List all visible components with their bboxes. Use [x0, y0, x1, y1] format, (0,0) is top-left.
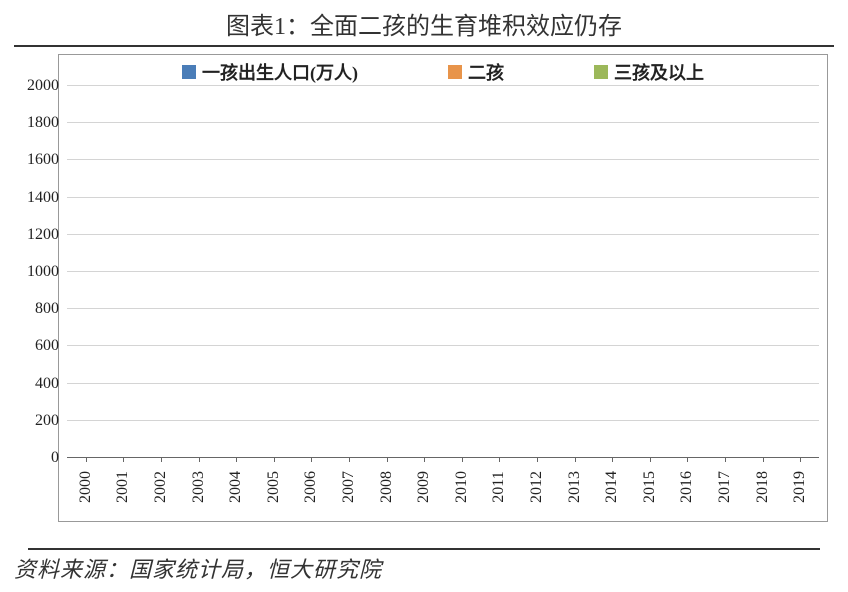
x-tick-label: 2004 [227, 471, 245, 503]
y-tick-label: 2000 [27, 77, 67, 95]
grid-line: 1400 [67, 197, 819, 198]
x-tick-label: 2014 [603, 471, 621, 503]
grid-line: 1000 [67, 271, 819, 272]
x-tick-label: 2010 [453, 471, 471, 503]
source-text: 资料来源：国家统计局，恒大研究院 [14, 552, 382, 584]
figure-container: 图表1：全面二孩的生育堆积效应仍存 一孩出生人口(万人) 二孩 三孩及以上 0 200… [0, 0, 848, 592]
x-tick-label: 2015 [641, 471, 659, 503]
chart-area: 一孩出生人口(万人) 二孩 三孩及以上 0 200 400 600 800 1000 1200 1… [58, 54, 828, 522]
grid-line: 1800 [67, 122, 819, 123]
y-tick-label: 1000 [27, 263, 67, 281]
x-tick-label: 2001 [114, 471, 132, 503]
legend-label: 三孩及以上 [614, 59, 704, 85]
y-tick-label: 1600 [27, 151, 67, 169]
grid-line: 2000 [67, 85, 819, 86]
legend-label: 一孩出生人口(万人) [202, 59, 358, 85]
grid-line: 800 [67, 308, 819, 309]
y-tick-label: 1800 [27, 114, 67, 132]
x-tick-label: 2012 [528, 471, 546, 503]
x-tick-label: 2002 [152, 471, 170, 503]
legend-swatch [182, 65, 196, 79]
x-tick-label: 2011 [490, 471, 508, 502]
y-tick-label: 800 [35, 300, 67, 318]
grid-line: 1200 [67, 234, 819, 235]
chart-title: 图表1：全面二孩的生育堆积效应仍存 [0, 0, 848, 45]
x-tick-label: 2005 [265, 471, 283, 503]
grid-line: 0 [67, 457, 819, 458]
grid-line: 1600 [67, 159, 819, 160]
y-tick-label: 200 [35, 412, 67, 430]
legend: 一孩出生人口(万人) 二孩 三孩及以上 [59, 59, 827, 85]
legend-item: 二孩 [448, 59, 504, 85]
x-tick-label: 2009 [415, 471, 433, 503]
y-tick-label: 600 [35, 337, 67, 355]
x-tick-label: 2013 [566, 471, 584, 503]
legend-swatch [448, 65, 462, 79]
y-tick-label: 0 [51, 449, 67, 467]
x-tick-label: 2008 [378, 471, 396, 503]
x-tick-label: 2000 [77, 471, 95, 503]
x-tick-label: 2006 [302, 471, 320, 503]
legend-label: 二孩 [468, 59, 504, 85]
x-tick-label: 2016 [678, 471, 696, 503]
y-tick-label: 1400 [27, 189, 67, 207]
grid-line: 400 [67, 383, 819, 384]
y-tick-label: 400 [35, 375, 67, 393]
x-tick-label: 2007 [340, 471, 358, 503]
source-rule [28, 548, 820, 550]
grid-line: 200 [67, 420, 819, 421]
legend-item: 一孩出生人口(万人) [182, 59, 358, 85]
x-tick-label: 2019 [791, 471, 809, 503]
title-rule-top [14, 45, 834, 47]
x-tick-label: 2003 [190, 471, 208, 503]
plot: 0200400600800100012001400160018002000200… [67, 85, 819, 457]
x-tick-label: 2017 [716, 471, 734, 503]
grid-line: 600 [67, 345, 819, 346]
legend-item: 三孩及以上 [594, 59, 704, 85]
legend-swatch [594, 65, 608, 79]
y-tick-label: 1200 [27, 226, 67, 244]
x-tick-label: 2018 [754, 471, 772, 503]
